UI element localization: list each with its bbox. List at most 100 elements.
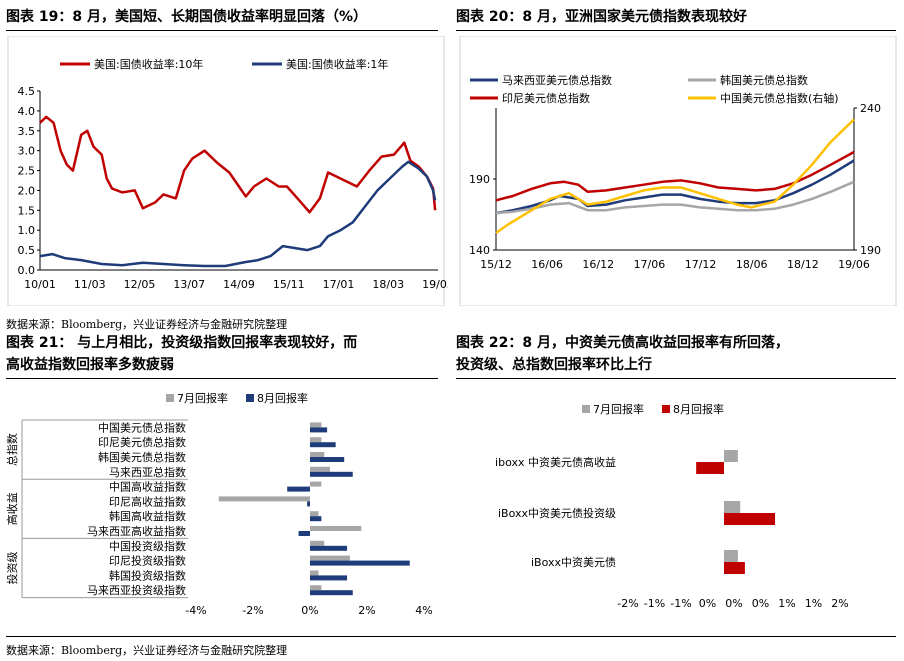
chart19-y-tick-label: 1.0 — [18, 224, 36, 237]
chart19-x-tick-label: 19/05 — [422, 278, 448, 291]
chart21-bar-aug — [298, 531, 310, 536]
chart20-x-tick-label: 17/06 — [634, 258, 666, 271]
chart21-bar-jul — [310, 526, 362, 531]
chart20-title-rule — [456, 30, 896, 31]
chart21-bar-jul — [310, 585, 322, 591]
chart22-x-tick-label: -2% — [617, 597, 638, 610]
chart19-y-tick-label: 0.0 — [18, 264, 36, 277]
chart20-left-y-tick-label: 190 — [469, 173, 490, 186]
chart20-legend-label: 中国美元债总指数(右轴) — [720, 91, 839, 105]
chart21-legend-label: 7月回报率 — [177, 391, 228, 405]
chart20-frame — [459, 36, 897, 306]
chart21-bar-aug — [310, 575, 348, 581]
chart19-x-tick-label: 18/03 — [372, 278, 404, 291]
chart20-title: 图表 20：8 月，亚洲国家美元债指数表现较好 — [456, 9, 747, 25]
chart21-bar-aug — [310, 457, 345, 462]
chart21-bar-jul — [310, 452, 325, 457]
chart19-x-tick-label: 13/07 — [173, 278, 205, 291]
chart19-x-tick-label: 11/03 — [74, 278, 106, 291]
chart21-legend-swatch — [166, 394, 174, 402]
chart21-category-label: 印尼投资级指数 — [109, 554, 186, 568]
chart20-right-y-tick-label: 240 — [860, 102, 881, 115]
chart21-bar-jul — [310, 422, 322, 428]
chart22-legend-swatch — [582, 405, 590, 413]
chart19-legend-label: 美国:国债收益率:1年 — [286, 57, 388, 71]
chart19-title: 图表 19：8 月，美国短、长期国债收益率明显回落（%） — [6, 9, 367, 25]
chart21-bar-jul — [310, 555, 350, 561]
chart21-bar-aug — [310, 545, 348, 551]
chart19-y-tick-label: 0.5 — [18, 244, 36, 257]
chart22-bar-jul — [724, 450, 738, 462]
chart21-bar-jul — [310, 481, 322, 487]
chart21-x-tick-label: -2% — [242, 604, 263, 617]
chart21-legend-swatch — [246, 394, 254, 402]
chart22-bar-aug — [696, 462, 724, 474]
chart20-x-tick-label: 18/12 — [787, 258, 819, 271]
chart21-category-label: 印尼美元债总指数 — [98, 435, 186, 449]
chart22-bar-jul — [724, 550, 738, 562]
chart19-x-tick-label: 14/09 — [223, 278, 255, 291]
chart22-x-tick-label: 1% — [778, 597, 795, 610]
chart21-bar-aug — [310, 590, 353, 596]
chart21-title-rule — [6, 378, 438, 379]
chart20-x-tick-label: 17/12 — [685, 258, 717, 271]
chart21-category-label: 韩国高收益指数 — [109, 509, 186, 523]
chart22-x-tick-label: 2% — [831, 597, 848, 610]
chart20-right-y-tick-label: 190 — [860, 244, 881, 257]
chart21-category-label: 中国高收益指数 — [109, 480, 186, 494]
chart21-group-label: 投资级 — [5, 552, 19, 585]
bottom-rule — [6, 636, 896, 637]
chart19-y-tick-label: 2.5 — [18, 165, 36, 178]
chart21-group-label: 总指数 — [5, 433, 19, 466]
chart22-bar-aug — [724, 513, 776, 525]
chart22-bar-jul — [724, 501, 741, 513]
chart20-x-tick-label: 16/12 — [582, 258, 614, 271]
chart21-bar-aug — [287, 486, 310, 492]
chart21-title-line1: 图表 21： 与上月相比，投资级指数回报率表现较好，而 — [6, 335, 358, 351]
chart22-category-label: iBoxx中资美元债 — [531, 555, 616, 569]
chart21-bar-aug — [310, 471, 353, 477]
chart21-legend-label: 8月回报率 — [257, 391, 308, 405]
chart20-x-tick-label: 15/12 — [480, 258, 512, 271]
chart19-series-1y-line — [39, 160, 437, 268]
chart21-bar-jul — [310, 466, 330, 472]
chart20-x-tick-label: 16/06 — [531, 258, 563, 271]
chart21-category-label: 印尼高收益指数 — [109, 494, 186, 508]
chart19-x-tick-label: 17/01 — [323, 278, 355, 291]
chart22-legend-swatch — [662, 405, 670, 413]
chart21-bar-aug — [310, 442, 336, 448]
chart22-x-tick-label: 0% — [699, 597, 716, 610]
chart22-legend-label: 7月回报率 — [593, 402, 644, 416]
chart19-title-rule — [6, 30, 438, 31]
chart22-category-label: iboxx 中资美元债高收益 — [495, 455, 616, 469]
chart21-bar-jul — [310, 437, 322, 443]
chart21-group-label: 高收益 — [5, 492, 19, 525]
chart22-x-tick-label: 0% — [725, 597, 742, 610]
chart22-x-tick-label: -1% — [644, 597, 665, 610]
chart19-frame — [7, 36, 445, 306]
chart21-bar-aug — [307, 501, 310, 507]
chart20-left-y-tick-label: 140 — [469, 244, 490, 257]
chart19-series-10y-line — [39, 115, 437, 214]
chart20-legend-label: 韩国美元债总指数 — [720, 73, 808, 87]
chart19-y-tick-label: 4.0 — [18, 105, 36, 118]
chart19-line-chart: 美国:国债收益率:10年 美国:国债收益率:1年 0.0 0.5 1.0 1.5 2.0 2.… — [7, 36, 448, 306]
chart22-x-tick-label: 1% — [805, 597, 822, 610]
chart22-title-rule — [456, 378, 896, 379]
source-note-top: 数据来源：Bloomberg，兴业证券经济与金融研究院整理 — [6, 318, 288, 331]
chart19-y-tick-label: 3.5 — [18, 125, 36, 138]
chart19-x-tick-label: 12/05 — [124, 278, 156, 291]
chart20-x-tick-label: 19/06 — [838, 258, 870, 271]
chart20-legend-label: 印尼美元债总指数 — [502, 91, 590, 105]
chart22-x-tick-label: -1% — [670, 597, 691, 610]
chart22-bar-chart: 7月回报率 8月回报率 iboxx 中资美元债高收益 iBoxx中资美元债投资级 iBo… — [495, 402, 849, 610]
chart21-x-tick-label: 2% — [358, 604, 375, 617]
chart21-category-label: 中国投资级指数 — [109, 539, 186, 553]
chart21-bar-jul — [310, 511, 319, 517]
chart22-title-line1: 图表 22：8 月，中资美元债高收益回报率有所回落， — [456, 335, 789, 351]
chart19-y-tick-label: 4.5 — [18, 85, 36, 98]
chart19-x-tick-label: 10/01 — [24, 278, 56, 291]
chart19-y-tick-label: 1.5 — [18, 204, 36, 217]
